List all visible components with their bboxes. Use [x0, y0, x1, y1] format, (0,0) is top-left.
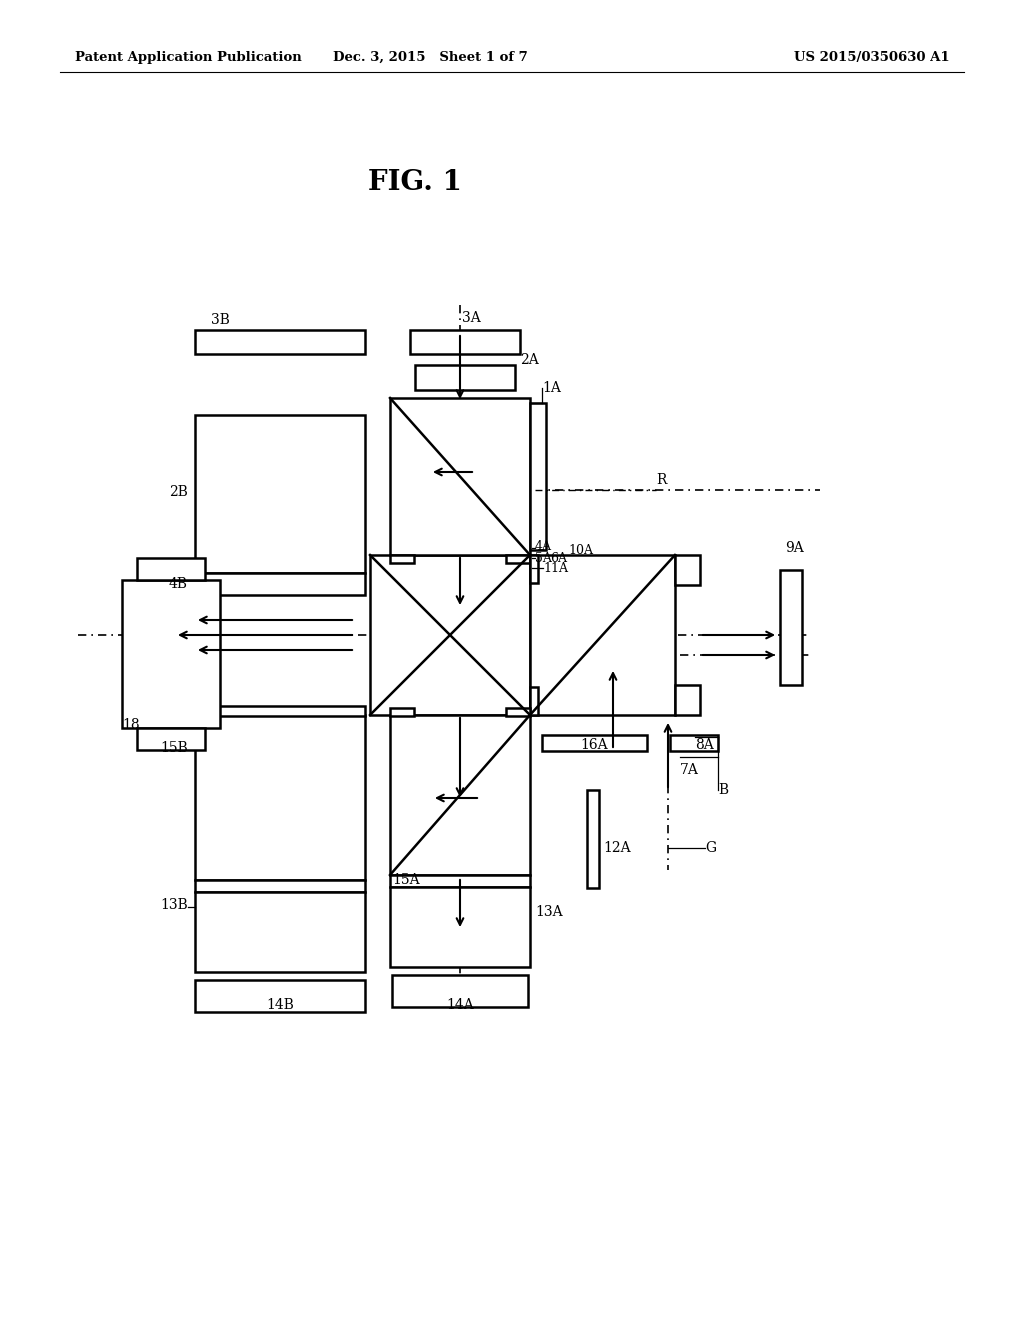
Bar [195, 573, 365, 595]
Bar [587, 789, 599, 888]
Bar [390, 887, 530, 968]
Bar [530, 554, 538, 583]
Bar [195, 706, 365, 715]
Text: 7A: 7A [680, 763, 698, 777]
Bar [390, 554, 414, 564]
Text: 16A: 16A [580, 738, 607, 752]
Text: 9A: 9A [785, 541, 804, 554]
Bar [390, 875, 530, 887]
Text: 13B: 13B [160, 898, 188, 912]
Bar [780, 570, 802, 685]
Bar [530, 403, 546, 550]
Text: G: G [705, 841, 716, 855]
Bar [530, 686, 538, 715]
Bar [410, 330, 520, 354]
Text: 5A: 5A [535, 552, 552, 565]
Bar [675, 554, 700, 585]
Bar [195, 414, 365, 573]
Text: R: R [656, 473, 667, 487]
Text: FIG. 1: FIG. 1 [368, 169, 462, 195]
Text: Patent Application Publication: Patent Application Publication [75, 50, 302, 63]
Bar [137, 558, 205, 579]
Bar [670, 735, 718, 751]
Bar [370, 554, 530, 715]
Text: 15B: 15B [160, 741, 188, 755]
Text: 2A: 2A [520, 352, 539, 367]
Text: 6A: 6A [550, 552, 567, 565]
Bar [195, 892, 365, 972]
Text: 13A: 13A [535, 906, 562, 919]
Text: 4A: 4A [535, 540, 552, 553]
Bar [415, 366, 515, 389]
Bar [195, 715, 365, 880]
Bar [675, 685, 700, 715]
Bar [390, 708, 414, 715]
Text: 12A: 12A [603, 841, 631, 855]
Text: 15A: 15A [392, 873, 420, 887]
Bar [195, 979, 365, 1012]
Bar [390, 715, 530, 875]
Bar [542, 735, 647, 751]
Bar [392, 975, 528, 1007]
Text: 4B: 4B [169, 577, 188, 591]
Text: 14A: 14A [446, 998, 474, 1012]
Bar [506, 554, 530, 564]
Text: 10A: 10A [568, 544, 593, 557]
Text: 1A: 1A [542, 381, 561, 395]
Bar [137, 729, 205, 750]
Text: US 2015/0350630 A1: US 2015/0350630 A1 [795, 50, 950, 63]
Text: 3A: 3A [462, 312, 480, 325]
Text: B: B [718, 783, 728, 797]
Text: 3B: 3B [211, 313, 229, 327]
Text: 14B: 14B [266, 998, 294, 1012]
Text: 18: 18 [122, 718, 139, 733]
Text: 2B: 2B [169, 484, 188, 499]
Bar [530, 554, 675, 715]
Bar [506, 708, 530, 715]
Bar [195, 880, 365, 892]
Text: 11A: 11A [543, 561, 568, 574]
Bar [390, 399, 530, 554]
Bar [122, 579, 220, 729]
Text: 8A: 8A [695, 738, 714, 752]
Text: Dec. 3, 2015   Sheet 1 of 7: Dec. 3, 2015 Sheet 1 of 7 [333, 50, 527, 63]
Bar [195, 330, 365, 354]
